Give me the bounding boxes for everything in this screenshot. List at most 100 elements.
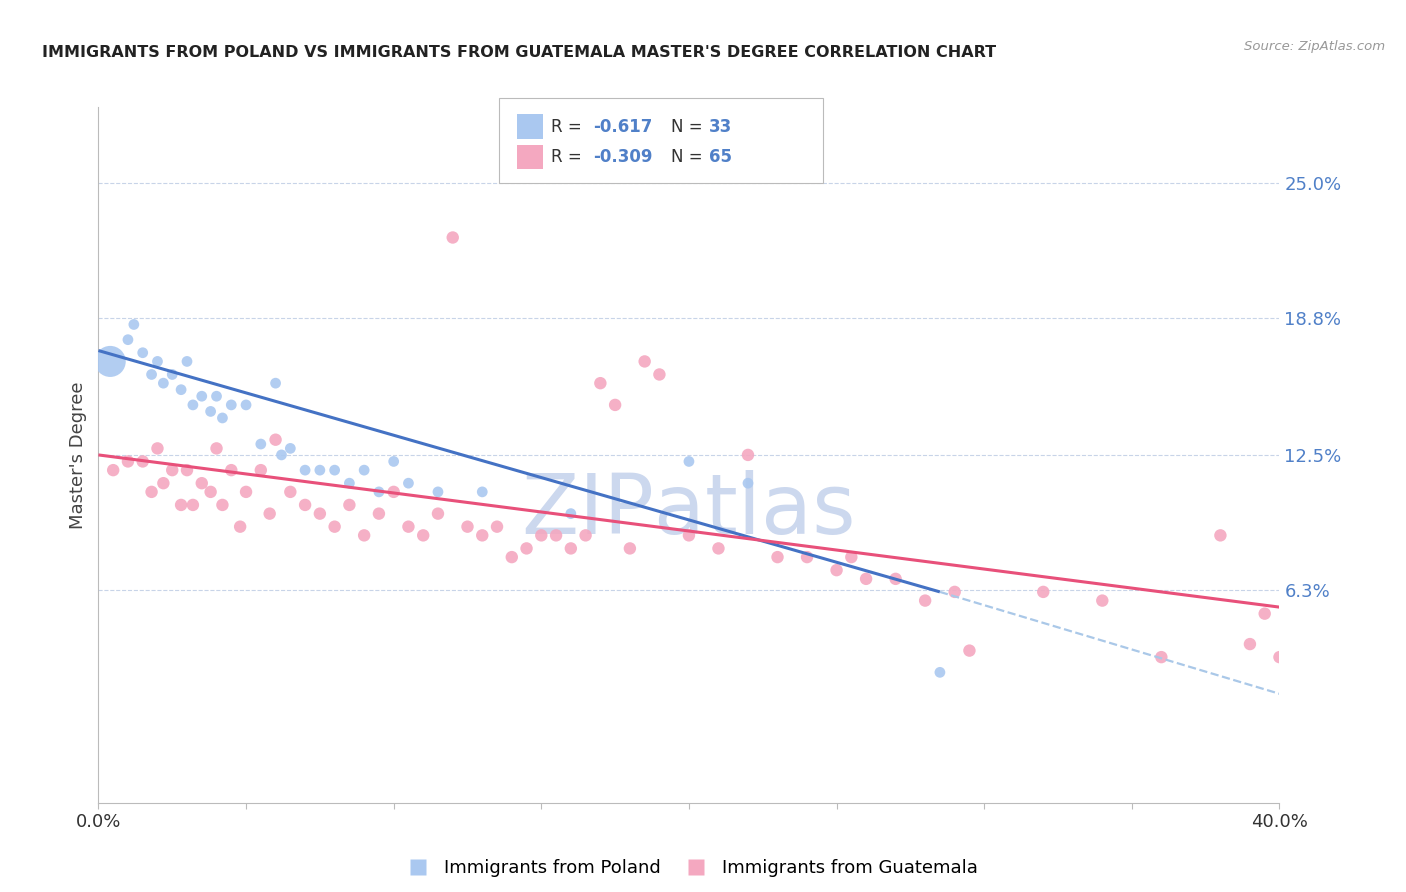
Point [1209, 528, 1232, 542]
Point [181, 498, 204, 512]
Text: ZIP​atlas: ZIP​atlas [522, 470, 856, 551]
Point [122, 318, 145, 332]
Text: 65: 65 [709, 148, 731, 166]
Text: 33: 33 [709, 118, 733, 136]
Point [235, 484, 257, 499]
Point [339, 498, 361, 512]
Point [575, 528, 598, 542]
Point [235, 398, 257, 412]
Point [200, 404, 222, 418]
Point [959, 643, 981, 657]
Point [398, 519, 420, 533]
Point [280, 442, 302, 456]
Point [353, 463, 375, 477]
Point [648, 368, 671, 382]
Point [132, 345, 155, 359]
Point [1254, 607, 1277, 621]
Point [259, 507, 281, 521]
Point [796, 550, 818, 565]
Point [457, 519, 479, 533]
Point [191, 389, 214, 403]
Point [589, 376, 612, 391]
Point [678, 454, 700, 468]
Point [103, 463, 125, 477]
Point [323, 463, 346, 477]
Y-axis label: Master's Degree: Master's Degree [69, 381, 87, 529]
Text: R =: R = [551, 148, 588, 166]
Point [294, 498, 316, 512]
Point [855, 572, 877, 586]
Point [170, 498, 193, 512]
Point [619, 541, 641, 556]
Legend: Immigrants from Poland, Immigrants from Guatemala: Immigrants from Poland, Immigrants from … [394, 852, 984, 884]
Point [929, 665, 952, 680]
Point [353, 528, 375, 542]
Point [117, 333, 139, 347]
Point [530, 528, 553, 542]
Point [146, 442, 169, 456]
Point [264, 376, 287, 391]
Text: R =: R = [551, 118, 588, 136]
Point [368, 507, 391, 521]
Point [211, 498, 233, 512]
Point [441, 230, 464, 244]
Point [141, 484, 163, 499]
Point [501, 550, 523, 565]
Text: N =: N = [671, 148, 707, 166]
Point [309, 463, 332, 477]
Point [229, 519, 252, 533]
Point [707, 541, 730, 556]
Point [250, 463, 273, 477]
Point [339, 476, 361, 491]
Point [368, 484, 391, 499]
Point [841, 550, 863, 565]
Point [943, 585, 966, 599]
Point [117, 454, 139, 468]
Point [737, 476, 759, 491]
Point [211, 411, 233, 425]
Point [427, 484, 450, 499]
Point [176, 354, 198, 368]
Point [516, 541, 538, 556]
Point [170, 383, 193, 397]
Point [221, 398, 243, 412]
Point [1091, 593, 1114, 607]
Point [309, 507, 332, 521]
Point [280, 484, 302, 499]
Point [162, 368, 183, 382]
Point [152, 376, 174, 391]
Point [560, 507, 582, 521]
Point [486, 519, 509, 533]
Point [176, 463, 198, 477]
Point [162, 463, 183, 477]
Point [323, 519, 346, 533]
Point [205, 389, 228, 403]
Point [737, 448, 759, 462]
Point [200, 484, 222, 499]
Point [605, 398, 627, 412]
Text: -0.617: -0.617 [593, 118, 652, 136]
Point [471, 528, 494, 542]
Point [132, 454, 155, 468]
Point [250, 437, 273, 451]
Point [181, 398, 204, 412]
Point [1150, 650, 1173, 665]
Point [270, 448, 292, 462]
Point [1239, 637, 1261, 651]
Text: IMMIGRANTS FROM POLAND VS IMMIGRANTS FROM GUATEMALA MASTER'S DEGREE CORRELATION : IMMIGRANTS FROM POLAND VS IMMIGRANTS FRO… [42, 45, 997, 60]
Point [546, 528, 568, 542]
Point [205, 442, 228, 456]
Point [825, 563, 848, 577]
Point [152, 476, 174, 491]
Text: Source: ZipAtlas.com: Source: ZipAtlas.com [1244, 40, 1385, 54]
Point [471, 484, 494, 499]
Point [382, 454, 405, 468]
Point [1268, 650, 1291, 665]
Point [1032, 585, 1054, 599]
Point [221, 463, 243, 477]
Point [382, 484, 405, 499]
Point [914, 593, 936, 607]
Point [191, 476, 214, 491]
Point [678, 528, 700, 542]
Point [766, 550, 789, 565]
